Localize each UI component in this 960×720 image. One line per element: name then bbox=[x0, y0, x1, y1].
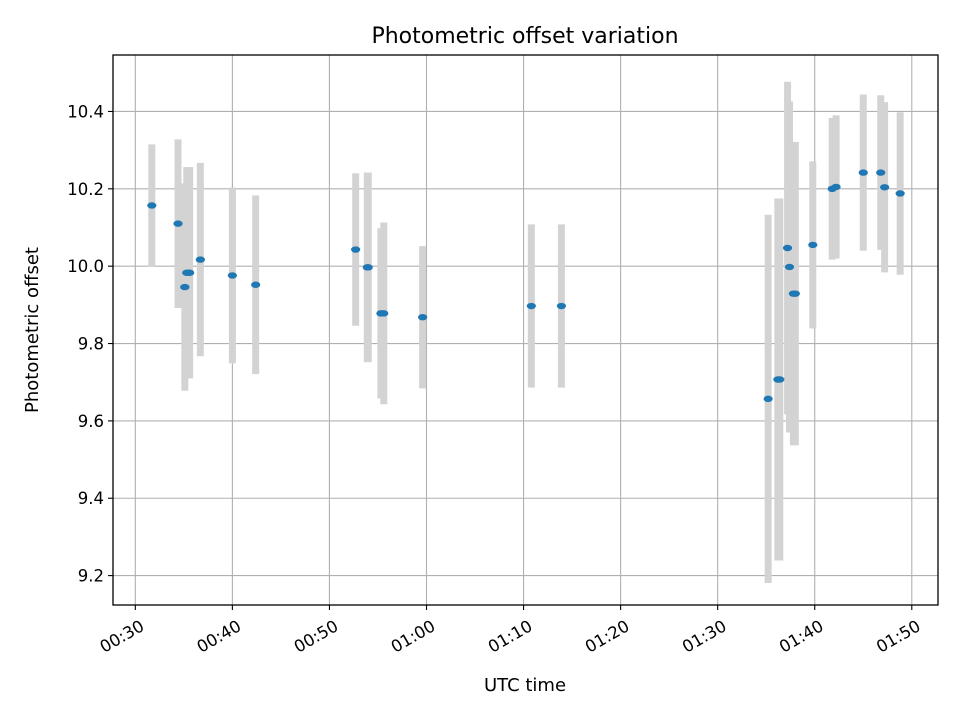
data-point bbox=[858, 169, 868, 176]
grid-layer bbox=[113, 55, 938, 605]
y-axis-label: Photometric offset bbox=[22, 247, 43, 413]
data-point bbox=[173, 220, 183, 227]
data-point bbox=[526, 302, 536, 310]
data-point bbox=[418, 314, 428, 321]
x-tick-label: 01:40 bbox=[776, 616, 827, 656]
y-tick-label: 10.0 bbox=[67, 257, 104, 276]
data-point bbox=[782, 244, 793, 252]
x-tick-label: 01:10 bbox=[485, 616, 536, 656]
y-tick-label: 10.2 bbox=[67, 180, 104, 199]
y-tick-label: 9.2 bbox=[78, 567, 104, 586]
data-point bbox=[227, 272, 237, 279]
data-point bbox=[784, 263, 795, 271]
errorbar-layer bbox=[148, 81, 904, 583]
data-point bbox=[195, 256, 205, 263]
x-tick-label: 01:50 bbox=[873, 616, 924, 656]
plot-frame bbox=[112, 54, 939, 606]
data-point bbox=[876, 169, 886, 176]
data-point bbox=[251, 281, 261, 288]
x-tick-label: 01:00 bbox=[388, 616, 439, 656]
x-tick-label: 01:30 bbox=[679, 616, 730, 656]
y-tick-label: 10.4 bbox=[67, 102, 104, 121]
data-point bbox=[180, 283, 190, 291]
marker-layer bbox=[147, 169, 905, 403]
y-tick-label: 9.6 bbox=[78, 412, 104, 431]
data-point bbox=[775, 376, 785, 383]
x-tick-label: 00:40 bbox=[194, 616, 245, 656]
data-point bbox=[895, 190, 905, 197]
x-axis-label: UTC time bbox=[484, 675, 566, 696]
x-tick-label: 00:50 bbox=[291, 616, 342, 656]
data-point bbox=[363, 264, 373, 271]
data-point bbox=[147, 202, 157, 209]
data-point bbox=[763, 395, 773, 403]
data-point bbox=[880, 184, 890, 191]
y-tick-label: 9.8 bbox=[78, 335, 104, 354]
data-point bbox=[808, 241, 818, 249]
data-point bbox=[185, 269, 195, 276]
y-tick-label: 9.4 bbox=[78, 489, 104, 508]
chart-title: Photometric offset variation bbox=[371, 24, 678, 49]
data-point bbox=[556, 302, 567, 310]
data-point bbox=[351, 246, 361, 253]
x-tick-label: 01:20 bbox=[582, 616, 633, 656]
x-tick-label: 00:30 bbox=[97, 616, 148, 656]
data-point bbox=[790, 290, 800, 297]
data-point bbox=[831, 183, 841, 191]
data-point bbox=[379, 310, 389, 317]
